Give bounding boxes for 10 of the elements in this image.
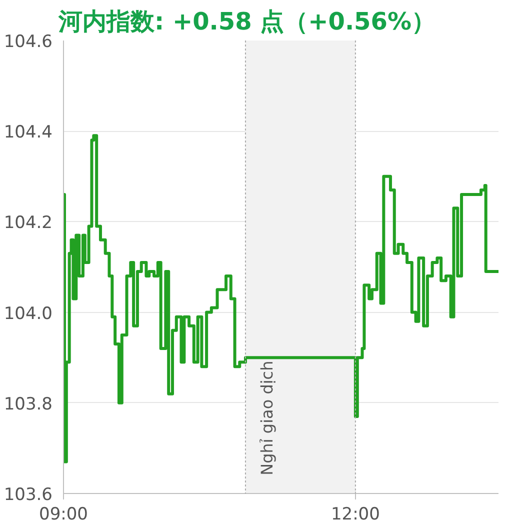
band-label: Nghỉ giao dịch bbox=[258, 360, 277, 476]
y-tick-label: 104.2 bbox=[4, 213, 53, 234]
x-tick-label: 12:00 bbox=[330, 504, 380, 524]
y-tick-label: 103.6 bbox=[4, 485, 53, 505]
y-tick-label: 104.6 bbox=[4, 32, 53, 52]
chart-title: 河内指数: +0.58 点（+0.56%） bbox=[58, 8, 436, 36]
y-tick-label: 104.0 bbox=[4, 304, 53, 324]
y-tick-label: 103.8 bbox=[4, 394, 53, 414]
y-tick-label: 104.4 bbox=[4, 122, 53, 143]
x-tick-label: 09:00 bbox=[39, 504, 88, 524]
